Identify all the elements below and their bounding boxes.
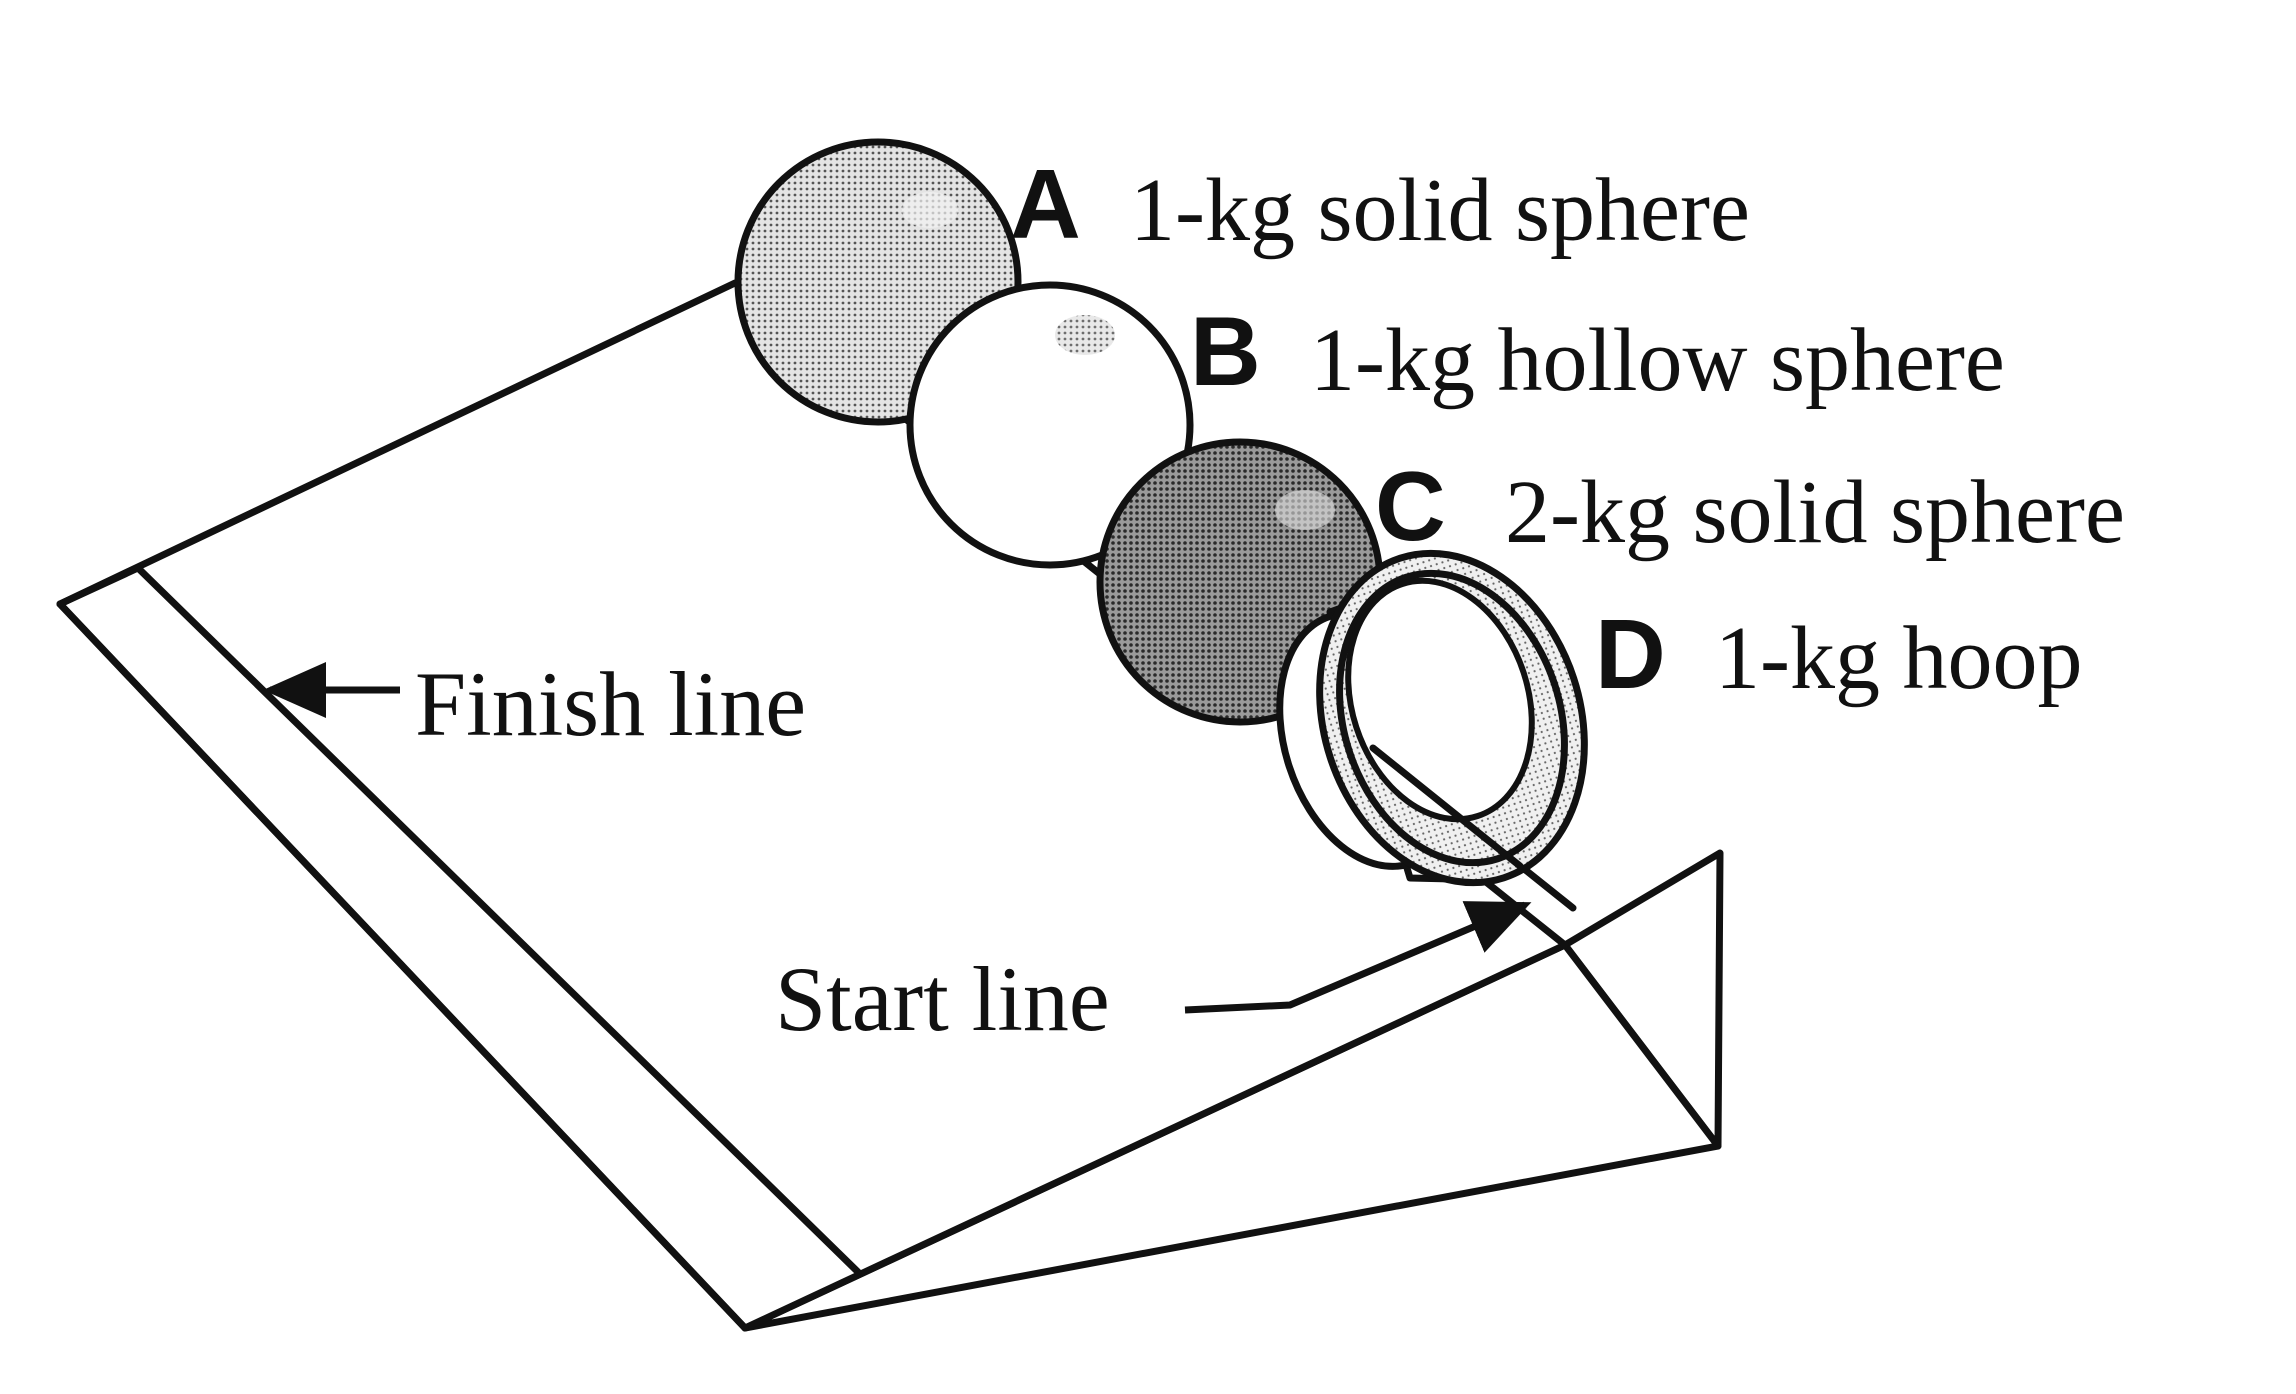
rolling-objects bbox=[734, 138, 1588, 887]
object-c-letter: C bbox=[1375, 451, 1446, 561]
finish-line-callout: Finish line bbox=[263, 653, 806, 755]
ramp-front-top-edge bbox=[56, 564, 142, 608]
start-line-callout: Start line bbox=[775, 901, 1532, 1050]
object-labels: A 1-kg solid sphere B 1-kg hollow sphere… bbox=[1010, 149, 2125, 709]
start-line-arrow bbox=[1184, 901, 1532, 1014]
object-c-highlight bbox=[1275, 490, 1335, 530]
finish-line-marking bbox=[134, 564, 862, 1276]
ramp-front-edge bbox=[56, 600, 749, 1332]
object-b-hollow-sphere bbox=[906, 281, 1194, 569]
object-b-description: 1-kg hollow sphere bbox=[1310, 311, 2005, 410]
ramp bbox=[56, 279, 1724, 1332]
object-a-letter: A bbox=[1010, 149, 1081, 259]
finish-line-label: Finish line bbox=[415, 653, 806, 755]
object-a-description: 1-kg solid sphere bbox=[1130, 161, 1750, 260]
object-c-description: 2-kg solid sphere bbox=[1505, 463, 2125, 562]
object-b-letter: B bbox=[1190, 296, 1261, 406]
start-line-label: Start line bbox=[775, 948, 1110, 1050]
object-d-description: 1-kg hoop bbox=[1715, 609, 2082, 708]
object-b-highlight bbox=[1055, 315, 1115, 355]
object-d-letter: D bbox=[1595, 599, 1666, 709]
object-a-highlight bbox=[902, 192, 958, 228]
object-d-hoop bbox=[1276, 549, 1588, 887]
